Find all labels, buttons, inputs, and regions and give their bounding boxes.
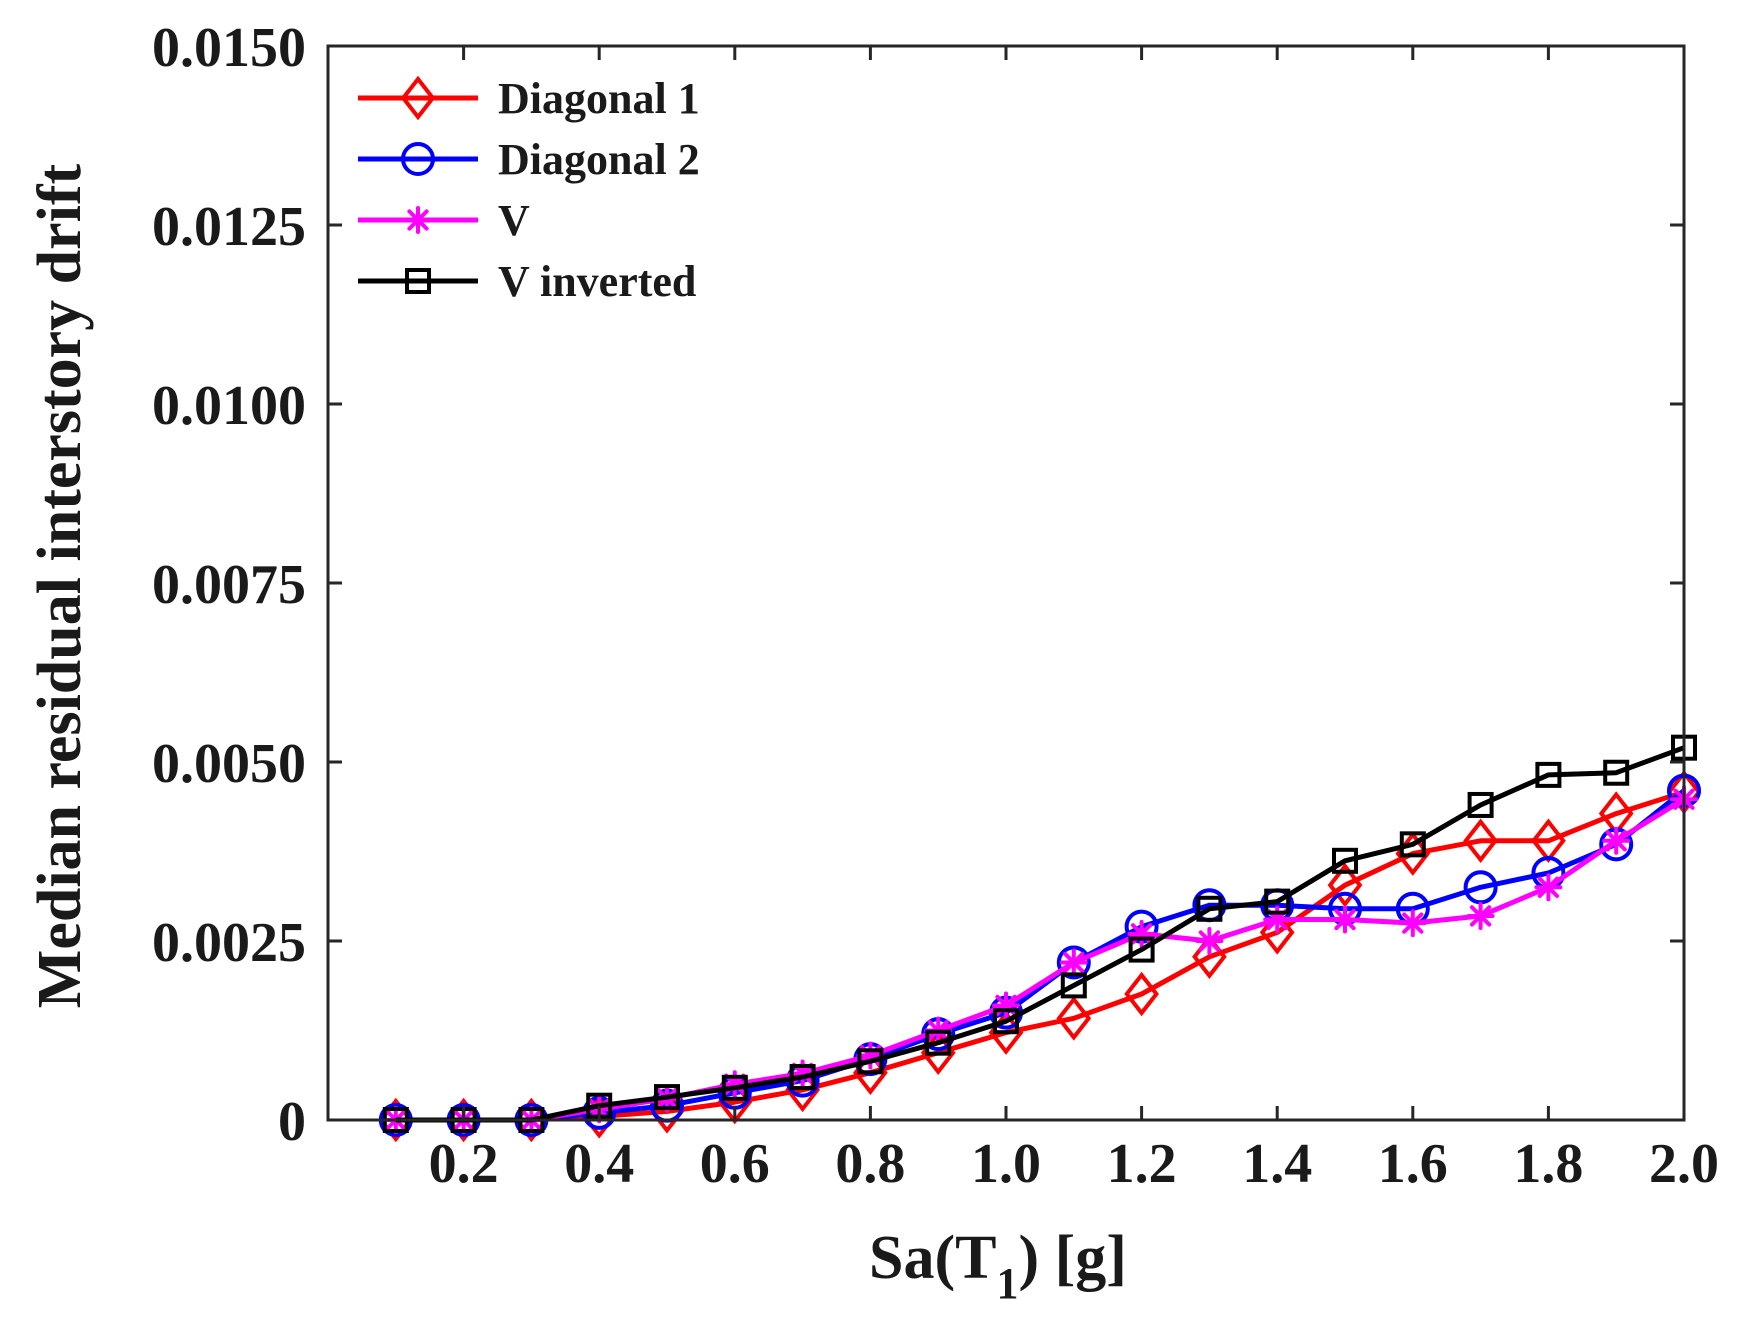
- series-layer: [378, 734, 1702, 1143]
- data-point: [1602, 826, 1631, 855]
- data-point: [1332, 847, 1358, 874]
- data-point: [1399, 831, 1426, 858]
- data-point: [721, 1074, 748, 1101]
- data-point: [993, 1008, 1019, 1035]
- data-point: [1259, 910, 1295, 955]
- data-point: [1534, 873, 1563, 902]
- data-point: [654, 1084, 680, 1111]
- legend-swatch-marker: [405, 268, 431, 294]
- data-point: [1196, 895, 1223, 922]
- data-point: [1128, 936, 1155, 963]
- data-point: [1060, 972, 1087, 999]
- legend-item: V inverted: [358, 257, 696, 306]
- legend: Diagonal 1 Diagonal 2 V V inverted: [358, 74, 700, 306]
- data-point: [1467, 791, 1494, 818]
- y-tick-label: 0.0125: [152, 196, 306, 258]
- x-tick-label: 1.6: [1378, 1133, 1448, 1195]
- x-tick-label: 0.6: [700, 1133, 770, 1195]
- legend-label: Diagonal 1: [498, 74, 700, 123]
- data-point: [857, 1048, 884, 1075]
- x-tick-label: 1.8: [1513, 1133, 1583, 1195]
- x-tick-label: 0.8: [835, 1133, 905, 1195]
- x-tick-label: 0.4: [564, 1133, 634, 1195]
- asterisk-stroke: [1334, 908, 1356, 931]
- asterisk-stroke: [407, 209, 429, 231]
- legend-label: V: [498, 196, 530, 245]
- data-point: [1535, 761, 1562, 788]
- x-tick-label: 0.2: [429, 1133, 499, 1195]
- y-axis-title: Median residual interstory drift: [26, 163, 94, 1008]
- x-axis-title-suffix: ) [g]: [1019, 1224, 1127, 1292]
- asterisk-stroke: [1537, 876, 1560, 898]
- data-point: [1327, 862, 1363, 908]
- y-tick-label: 0.0050: [152, 733, 306, 795]
- data-point: [1463, 818, 1498, 864]
- asterisk-stroke: [1402, 912, 1424, 934]
- x-axis-title-subscript: 1: [997, 1259, 1019, 1308]
- legend-item: Diagonal 2: [358, 135, 700, 184]
- x-axis-title: Sa(T1) [g]: [869, 1224, 1127, 1308]
- x-tick-label: 2.0: [1649, 1133, 1719, 1195]
- legend-label: Diagonal 2: [498, 135, 700, 184]
- x-tick-label: 1.0: [971, 1133, 1041, 1195]
- legend-item: V: [358, 196, 530, 245]
- data-point: [1398, 909, 1427, 938]
- data-point: [1331, 905, 1359, 934]
- y-tick-label: 0.0075: [152, 554, 306, 616]
- x-axis-title-main: Sa(T: [869, 1224, 996, 1292]
- data-point: [1466, 901, 1495, 930]
- data-point: [1264, 888, 1291, 915]
- data-point: [1603, 759, 1630, 786]
- legend-item: Diagonal 1: [358, 74, 700, 123]
- x-tick-label: 1.2: [1107, 1133, 1177, 1195]
- ticks-layer: 0.2 0.4 0.6 0.8 1.0 1.2 1.4 1.6 1.8 2.0 0 0.0025 0.0…: [152, 17, 1719, 1195]
- x-tick-label: 1.4: [1242, 1133, 1312, 1195]
- legend-swatch-marker: [400, 75, 436, 121]
- data-point: [992, 991, 1020, 1020]
- y-tick-label: 0.0025: [152, 912, 306, 974]
- data-point: [1195, 927, 1224, 955]
- data-point: [1124, 971, 1159, 1017]
- asterisk-stroke: [1063, 951, 1085, 974]
- y-tick-label: 0.0100: [152, 375, 306, 437]
- y-tick-label: 0.0150: [152, 17, 306, 79]
- asterisk-stroke: [1605, 830, 1627, 852]
- data-point: [925, 1029, 952, 1056]
- data-point: [1056, 996, 1092, 1041]
- plot-area: [328, 46, 1684, 1120]
- legend-swatch-marker: [404, 206, 432, 234]
- series-v-inverted: [382, 734, 1697, 1133]
- data-point: [1059, 948, 1088, 977]
- data-point: [789, 1064, 816, 1091]
- data-point: [1127, 919, 1156, 948]
- asterisk-stroke: [1198, 930, 1221, 952]
- plot-background: [328, 46, 1684, 1120]
- asterisk-stroke: [1469, 905, 1492, 927]
- legend-label: V inverted: [498, 257, 696, 306]
- legend-swatch-marker: [401, 142, 435, 176]
- y-tick-label: 0: [278, 1091, 306, 1153]
- data-point: [1056, 945, 1091, 980]
